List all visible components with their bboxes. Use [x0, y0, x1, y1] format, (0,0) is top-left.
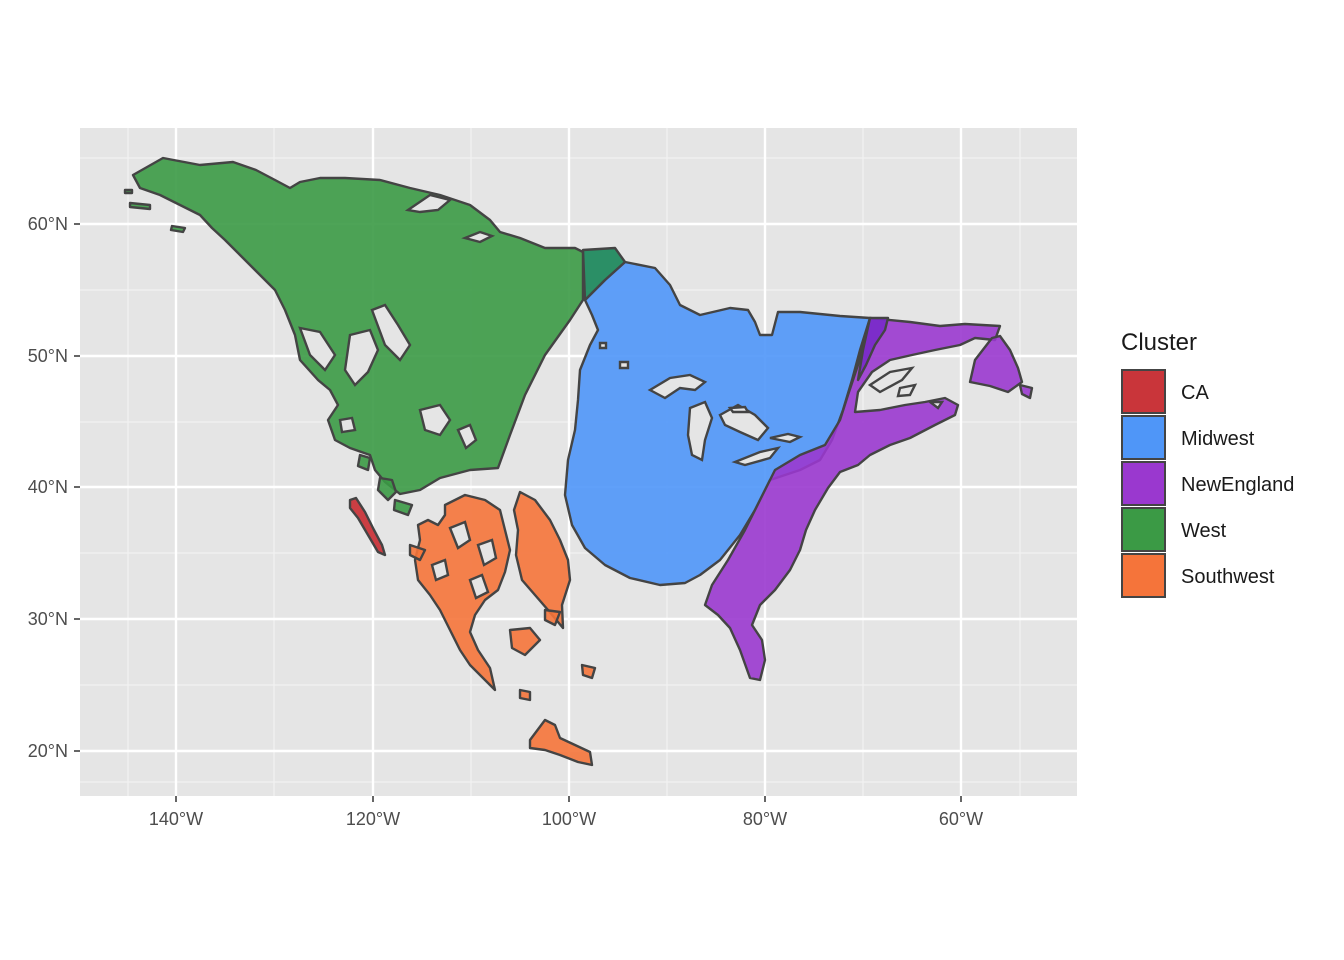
- lake-michigan: [686, 400, 714, 462]
- legend-item-west[interactable]: West: [1121, 507, 1227, 552]
- lat-tick-label: 20°N: [28, 741, 68, 761]
- lake-superior: [647, 373, 708, 400]
- southwest-island-1: [508, 626, 542, 657]
- west-island-6: [392, 498, 414, 517]
- southwest-mexico-south: [528, 718, 594, 767]
- legend-label-southwest: Southwest: [1181, 566, 1275, 588]
- legend-item-newengland[interactable]: NewEngland: [1121, 461, 1294, 506]
- ca-mainland: [348, 496, 387, 557]
- lat-tick-label: 50°N: [28, 346, 68, 366]
- newengland-newfoundland: [968, 334, 1024, 394]
- legend-item-southwest[interactable]: Southwest: [1121, 553, 1275, 598]
- legend-key-ca: [1121, 369, 1166, 414]
- lon-tick-label: 140°W: [149, 809, 203, 829]
- legend: Cluster CA Midwest NewEngland West South…: [1121, 329, 1294, 598]
- lon-tick-label: 120°W: [346, 809, 400, 829]
- west-midwest-overlap: [581, 246, 627, 302]
- legend-item-midwest[interactable]: Midwest: [1121, 415, 1255, 460]
- legend-key-midwest: [1121, 415, 1166, 460]
- legend-label-newengland: NewEngland: [1181, 474, 1294, 496]
- region-ca[interactable]: [348, 496, 387, 557]
- legend-key-newengland: [1121, 461, 1166, 506]
- west-island-4: [376, 476, 398, 502]
- newengland-mainland: [703, 316, 1002, 682]
- lon-tick-label: 100°W: [542, 809, 596, 829]
- legend-title: Cluster: [1121, 329, 1197, 356]
- region-west[interactable]: [123, 156, 585, 517]
- west-island-3: [169, 224, 187, 234]
- midwest-lakes: [598, 341, 804, 467]
- region-newengland[interactable]: [703, 316, 1034, 682]
- southwest-island-3: [543, 608, 562, 627]
- newengland-lakes: [867, 366, 945, 410]
- southwest-lakes: [430, 520, 498, 600]
- west-lakes: [298, 193, 496, 450]
- southwest-island-2: [580, 663, 597, 680]
- west-island-5: [356, 453, 372, 472]
- west-mainland: [131, 156, 585, 496]
- lon-tick-label: 60°W: [939, 809, 983, 829]
- axis-ticks: [74, 223, 962, 802]
- west-island-2: [123, 188, 134, 195]
- legend-key-west: [1121, 507, 1166, 552]
- legend-item-ca[interactable]: CA: [1121, 369, 1209, 414]
- legend-label-ca: CA: [1181, 382, 1209, 404]
- newengland-island-1: [1018, 383, 1034, 400]
- southwest-island-4: [518, 688, 532, 702]
- lat-tick-label: 30°N: [28, 609, 68, 629]
- legend-key-southwest: [1121, 553, 1166, 598]
- lat-tick-labels: 60°N 50°N 40°N 30°N 20°N: [28, 214, 68, 761]
- lon-tick-labels: 140°W 120°W 100°W 80°W 60°W: [149, 809, 983, 829]
- lat-tick-label: 40°N: [28, 477, 68, 497]
- lake-erie: [731, 446, 782, 467]
- midwest-newengland-overlap: [856, 316, 890, 382]
- legend-label-midwest: Midwest: [1181, 428, 1255, 450]
- lake-ontario: [769, 432, 804, 444]
- lon-tick-label: 80°W: [743, 809, 787, 829]
- southwest-island-5: [408, 543, 427, 562]
- legend-label-west: West: [1181, 520, 1227, 542]
- southwest-mainland-2: [512, 490, 572, 630]
- west-island-1: [128, 201, 152, 211]
- lat-tick-label: 60°N: [28, 214, 68, 234]
